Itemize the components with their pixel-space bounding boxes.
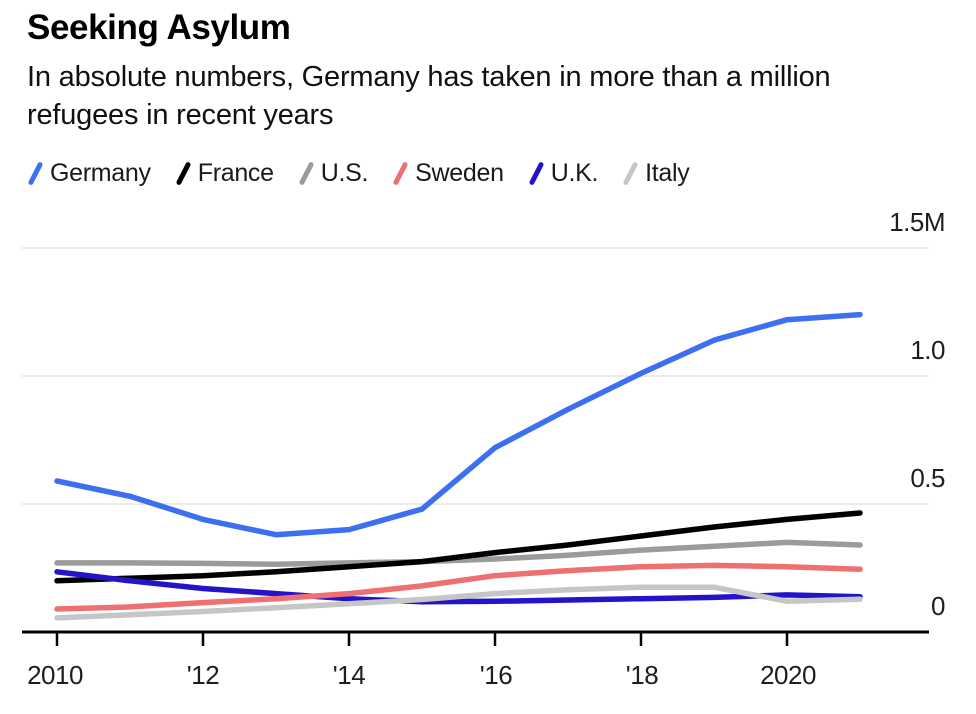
x-axis-tick-label: 2010 — [27, 660, 83, 690]
legend-item-uk[interactable]: U.K. — [526, 159, 598, 188]
x-axis-tick-label: '18 — [625, 660, 659, 690]
y-axis-tick-label: 1.0 — [910, 335, 945, 365]
legend-label: U.K. — [550, 158, 599, 187]
y-axis-tick-label: 0 — [931, 591, 945, 621]
legend: Germany France U.S. Sweden U.K. Italy — [25, 158, 711, 188]
line-us — [54, 539, 863, 567]
x-axis-tick-label: '12 — [186, 660, 220, 690]
legend-label: Germany — [50, 158, 151, 187]
chart-subtitle: In absolute numbers, Germany has taken i… — [27, 61, 831, 131]
legend-item-germany[interactable]: Germany — [25, 159, 151, 188]
line-uk — [54, 569, 863, 605]
chart-title: Seeking Asylum — [27, 8, 291, 47]
y-axis-tick-label: 0.5 — [910, 463, 945, 493]
line-italy — [54, 584, 863, 621]
legend-item-france[interactable]: France — [173, 159, 274, 188]
x-axis-tick-label: '16 — [479, 660, 513, 690]
legend-label: Sweden — [415, 158, 504, 187]
legend-item-italy[interactable]: Italy — [620, 158, 690, 188]
legend-label: Italy — [645, 158, 690, 187]
line-germany — [54, 311, 863, 538]
x-axis-tick-label: 2020 — [760, 660, 816, 690]
legend-item-sweden[interactable]: Sweden — [390, 159, 504, 188]
line-france — [54, 510, 863, 584]
x-axis-tick-label: '14 — [332, 660, 366, 690]
legend-label: U.S. — [320, 158, 369, 187]
legend-item-us[interactable]: U.S. — [296, 159, 368, 188]
line-sweden — [54, 562, 863, 612]
y-axis-tick-label: 1.5M — [889, 207, 945, 237]
legend-label: France — [197, 158, 274, 187]
